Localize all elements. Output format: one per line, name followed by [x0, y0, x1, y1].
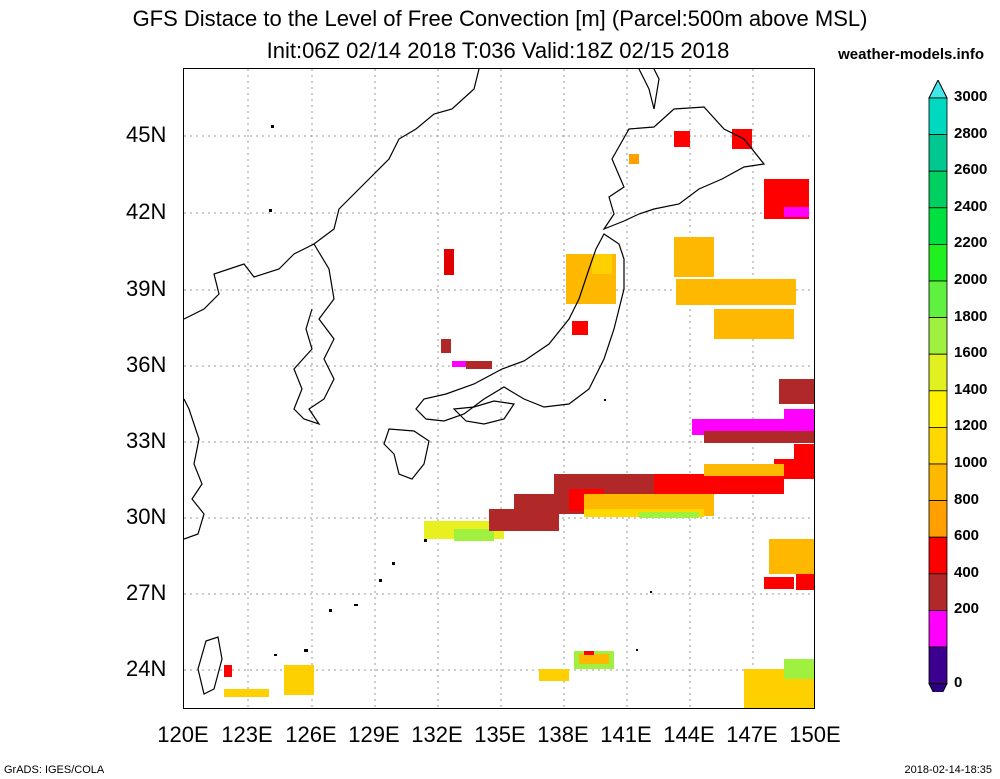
colorbar-segment [928, 463, 948, 501]
map-svg [184, 69, 814, 708]
colorbar-label: 2000 [954, 271, 988, 288]
lon-label-138e: 138E [537, 722, 589, 747]
lon-label-123e: 123E [221, 722, 273, 747]
colorbar-label: 2600 [954, 161, 988, 179]
coastlines [184, 69, 766, 695]
colorbar-label: 2400 [954, 197, 988, 215]
colorbar-segment [928, 317, 948, 355]
colorbar-label: 3000 [954, 88, 988, 105]
colorbar-label: 1000 [954, 454, 988, 471]
colorbar-segment [928, 170, 948, 209]
lat-label-33n: 33N [126, 428, 167, 453]
lon-label-132e: 132E [411, 722, 463, 747]
colorbar-label: 400 [954, 563, 980, 581]
colorbar-label: 0 [954, 673, 963, 691]
colorbar-segment [928, 207, 948, 245]
colorbar-label: 600 [954, 527, 980, 545]
lon-label-126e: 126E [285, 722, 337, 747]
grads-credit: GrADS: IGES/COLA [4, 764, 105, 776]
chart-title: GFS Distace to the Level of Free Convect… [132, 6, 868, 31]
timestamp: 2018-02-14-18:35 [904, 764, 992, 776]
colorbar-segment [928, 97, 948, 135]
lon-label-141e: 141E [600, 722, 652, 747]
colorbar-label: 1400 [954, 380, 988, 398]
colorbar-top-arrow [928, 80, 948, 99]
colorbar-label: 2200 [954, 234, 988, 252]
lon-label-129e: 129E [348, 722, 400, 747]
chart-subtitle: Init:06Z 02/14 2018 T:036 Valid:18Z 02/1… [0, 38, 1000, 64]
colorbar-segment [928, 610, 948, 648]
lfc-shading [224, 129, 814, 708]
lon-label-150e: 150E [789, 722, 841, 747]
colorbar-segment [928, 500, 948, 538]
colorbar [928, 80, 948, 692]
lat-label-42n: 42N [126, 199, 167, 224]
colorbar-label: 200 [954, 600, 980, 618]
lat-label-39n: 39N [126, 276, 167, 301]
lat-label-36n: 36N [126, 352, 167, 377]
colorbar-segment [928, 536, 948, 575]
colorbar-segment [928, 280, 948, 318]
site-credit[interactable]: weather-models.info [838, 46, 984, 63]
graticule [184, 69, 814, 708]
colorbar-label: 2800 [954, 124, 988, 142]
colorbar-label: 1800 [954, 307, 988, 325]
lat-label-24n: 24N [126, 656, 167, 681]
lat-label-45n: 45N [126, 122, 167, 147]
init-valid-time: Init:06Z 02/14 2018 T:036 Valid:18Z 02/1… [266, 38, 730, 63]
colorbar-segment [928, 243, 948, 282]
islands [269, 125, 652, 656]
colorbar-segment [928, 573, 948, 611]
lon-label-120e: 120E [157, 722, 209, 747]
lon-label-147e: 147E [726, 722, 778, 747]
colorbar-segment [928, 134, 948, 172]
colorbar-label: 1600 [954, 344, 988, 362]
map-panel [183, 68, 815, 709]
lat-label-27n: 27N [126, 580, 167, 605]
colorbar-label: 800 [954, 490, 980, 508]
colorbar-segment [928, 426, 948, 465]
colorbar-segment [928, 390, 948, 428]
colorbar-segment [928, 353, 948, 392]
colorbar-bottom-arrow [928, 683, 948, 692]
lat-label-30n: 30N [126, 504, 167, 529]
lon-label-144e: 144E [663, 722, 715, 747]
lon-label-135e: 135E [474, 722, 526, 747]
colorbar-label: 1200 [954, 417, 988, 435]
colorbar-segment [928, 646, 948, 684]
